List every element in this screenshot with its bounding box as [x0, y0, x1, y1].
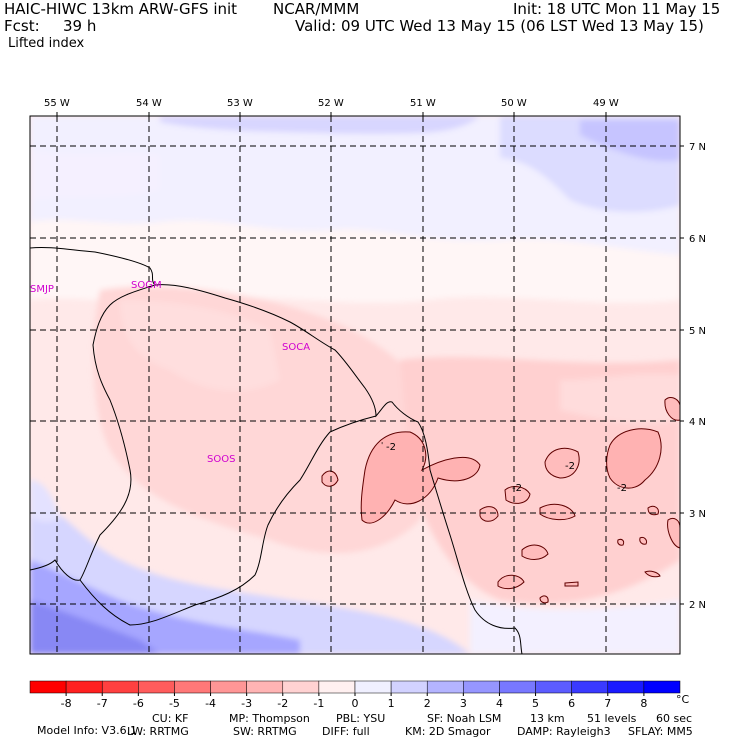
- colorbar-swatch: [101, 680, 139, 694]
- lon-label-53w: 53 W: [227, 98, 253, 109]
- lifted-index-field: [30, 116, 680, 654]
- colorbar-swatch: [210, 680, 247, 694]
- station-soos: SOOS: [207, 454, 235, 465]
- model-version: Model Info: V3.6.1: [37, 724, 138, 737]
- damping-option: DAMP: Rayleigh3: [517, 725, 611, 738]
- field-name: Lifted index: [8, 36, 85, 51]
- contour-label: -2: [386, 442, 396, 453]
- station-sogm: SOGM: [131, 280, 162, 291]
- colorbar-swatch: [138, 680, 175, 694]
- shortwave-scheme: SW: RRTMG: [233, 725, 297, 738]
- colorbar-tick-label: -1: [313, 697, 324, 710]
- colorbar-tick-label: -4: [205, 697, 216, 710]
- plot-frame: [29, 115, 681, 655]
- graticule: [30, 116, 680, 654]
- colorbar-tick-label: 8: [640, 697, 647, 710]
- lat-label-5n: 5 N: [689, 326, 706, 337]
- colorbar-swatch: [174, 680, 211, 694]
- pbl-scheme: PBL: YSU: [336, 712, 386, 725]
- colorbar-swatch: [282, 680, 320, 694]
- colorbar-tick-label: -8: [61, 697, 72, 710]
- colorbar-tick-label: 1: [388, 697, 395, 710]
- colorbar-tick-label: 6: [568, 697, 575, 710]
- microphysics-scheme: MP: Thompson: [229, 712, 310, 725]
- init-time: Init: 18 UTC Mon 11 May 15: [513, 0, 721, 18]
- grid-spacing: 13 km: [530, 712, 565, 725]
- colorbar-tick-label: 7: [604, 697, 611, 710]
- model-title: HAIC-HIWC 13km ARW-GFS init: [4, 0, 238, 18]
- lon-label-51w: 51 W: [410, 98, 436, 109]
- colorbar-unit: °C: [676, 693, 690, 706]
- colorbar-tick-label: 5: [532, 697, 539, 710]
- colorbar-swatch: [246, 680, 284, 694]
- lon-label-55w: 55 W: [44, 98, 70, 109]
- surface-layer-scheme: SFLAY: MM5: [628, 725, 693, 738]
- colorbar-tick-label: -2: [277, 697, 288, 710]
- lon-label-49w: 49 W: [593, 98, 619, 109]
- colorbar-tick-label: -3: [241, 697, 252, 710]
- station-smjp: SMJP: [30, 284, 54, 295]
- colorbar-tick-label: 0: [352, 697, 359, 710]
- forecast-label: Fcst:: [4, 17, 40, 35]
- lat-label-4n: 4 N: [689, 417, 706, 428]
- lon-label-54w: 54 W: [136, 98, 162, 109]
- colorbar-swatch: [571, 680, 609, 694]
- eddy-coefficient: KM: 2D Smagor: [405, 725, 491, 738]
- colorbar-swatch: [499, 680, 536, 694]
- institution-label: NCAR/MMM: [273, 0, 360, 18]
- timestep: 60 sec: [656, 712, 693, 725]
- colorbar-swatch: [390, 680, 428, 694]
- colorbar-swatch: [643, 680, 681, 694]
- model-info: Model Info: V3.6.1: [30, 713, 137, 737]
- colorbar-swatch: [426, 680, 464, 694]
- lat-label-7n: 7 N: [689, 142, 706, 153]
- contour-label: -2: [565, 461, 575, 472]
- colorbar-swatch: [318, 680, 356, 694]
- longwave-scheme: LW: RRTMG: [127, 725, 189, 738]
- colorbar-swatch: [535, 680, 572, 694]
- lon-label-50w: 50 W: [501, 98, 527, 109]
- colorbar-swatch: [354, 680, 392, 694]
- colorbar-tick-label: 4: [496, 697, 503, 710]
- colorbar-tick-label: 3: [460, 697, 467, 710]
- diffusion-option: DIFF: full: [322, 725, 370, 738]
- lat-label-2n: 2 N: [689, 600, 706, 611]
- colorbar-tick-label: -7: [97, 697, 108, 710]
- forecast-hour: 39 h: [63, 17, 97, 35]
- lat-label-3n: 3 N: [689, 509, 706, 520]
- lon-label-52w: 52 W: [318, 98, 344, 109]
- colorbar-tick-label: -6: [133, 697, 144, 710]
- vertical-levels: 51 levels: [587, 712, 637, 725]
- contour-label-mark: ': [381, 441, 383, 450]
- colorbar-tick-label: 2: [424, 697, 431, 710]
- surface-scheme: SF: Noah LSM: [427, 712, 502, 725]
- valid-time: Valid: 09 UTC Wed 13 May 15 (06 LST Wed …: [295, 17, 704, 35]
- lat-label-6n: 6 N: [689, 234, 706, 245]
- colorbar-swatch: [65, 680, 103, 694]
- contour-label: -2: [512, 483, 522, 494]
- coastline: [30, 246, 523, 654]
- colorbar: -8 -7 -6 -5 -4 -3 -2 -1 0 1 2 3 4 5 6 7 8: [29, 680, 681, 710]
- contour-label: -2: [617, 483, 627, 494]
- station-soca: SOCA: [282, 342, 310, 353]
- colorbar-swatch: [29, 680, 67, 694]
- colorbar-tick-label: -5: [169, 697, 180, 710]
- cumulus-scheme: CU: KF: [152, 712, 189, 725]
- colorbar-swatch: [463, 680, 500, 694]
- colorbar-swatch: [607, 680, 645, 694]
